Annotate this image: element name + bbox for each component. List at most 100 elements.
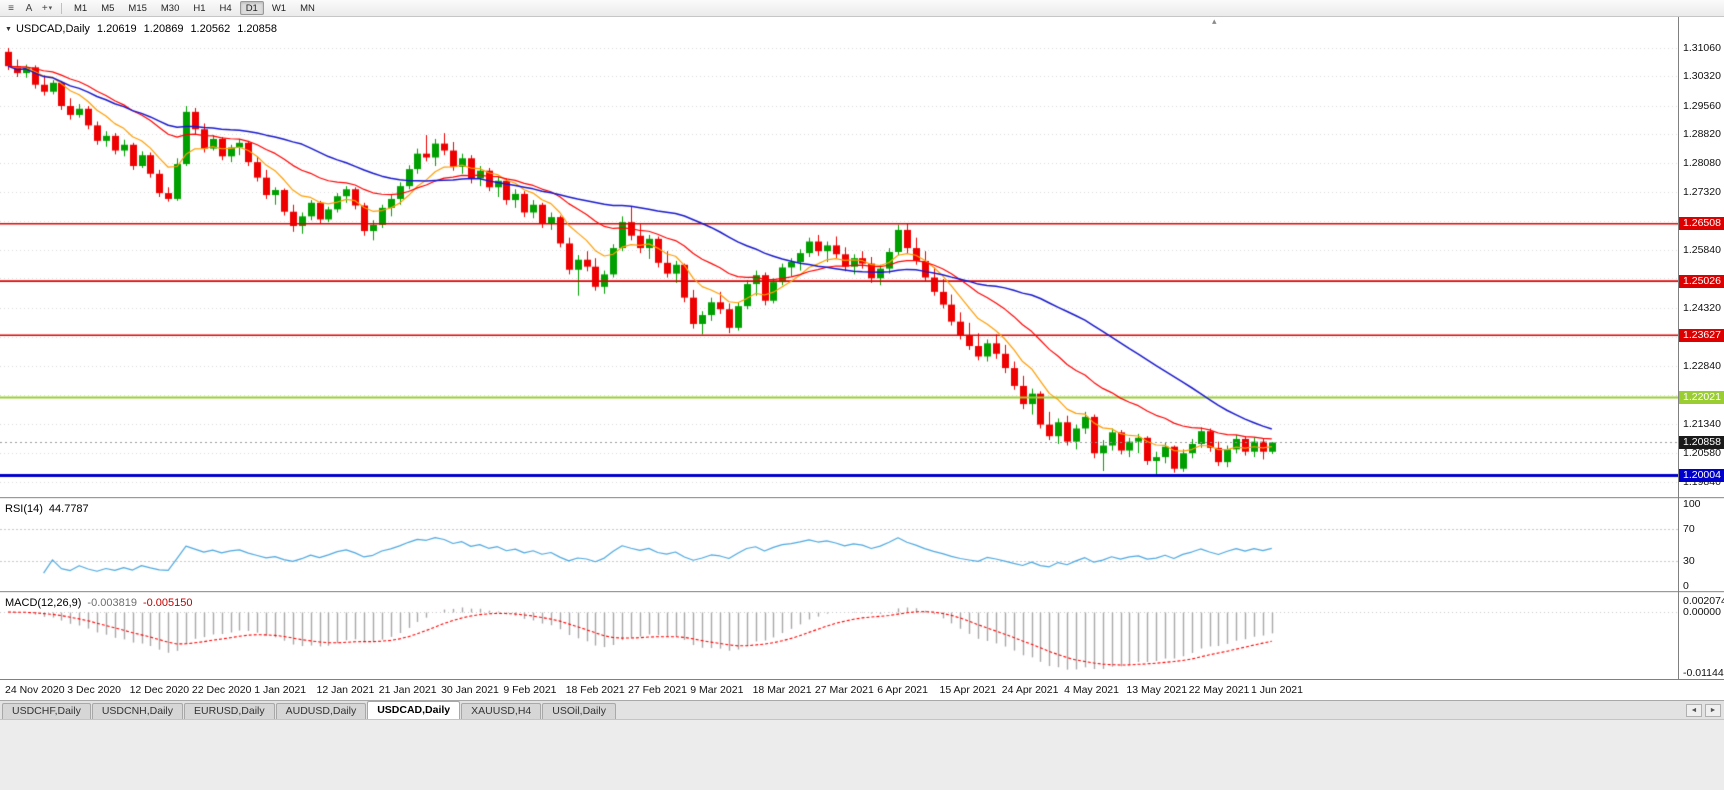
time-axis[interactable]: 24 Nov 2020 3 Dec 2020 12 Dec 2020 22 Dec 2… bbox=[0, 680, 1724, 700]
macd-canvas[interactable] bbox=[0, 593, 1678, 679]
price-axis-label: 1.22840 bbox=[1683, 359, 1721, 372]
tab-scroll-controls: ◄ ► bbox=[1686, 704, 1721, 717]
chart-tabbar-tabs: USDCHF,Daily USDCNH,Daily EURUSD,Daily AUDU… bbox=[2, 701, 617, 719]
chart-tab-usdcad-daily[interactable]: USDCAD,Daily bbox=[367, 701, 461, 719]
tab-scroll-right-button[interactable]: ► bbox=[1705, 704, 1721, 717]
timeframe-m1-button[interactable]: M1 bbox=[74, 3, 88, 14]
bottom-filler bbox=[0, 719, 1724, 790]
price-axis-label: 1.24320 bbox=[1683, 302, 1721, 315]
panel-splitter[interactable] bbox=[0, 497, 1724, 499]
macd-signal-value: -0.005150 bbox=[142, 597, 193, 609]
menu-icon[interactable]: ≡ bbox=[8, 2, 14, 14]
panel-splitter[interactable] bbox=[0, 591, 1724, 593]
rsi-canvas[interactable] bbox=[0, 499, 1678, 591]
chevron-down-icon: ▾ bbox=[48, 5, 53, 12]
time-axis-label: 18 Mar 2021 bbox=[752, 684, 812, 696]
price-axis-label: 1.20580 bbox=[1683, 447, 1721, 460]
timeframe-h4-button[interactable]: H4 bbox=[219, 3, 232, 14]
rsi-value: 44.7787 bbox=[48, 503, 89, 515]
rsi-label: RSI(14) 44.7787 bbox=[5, 503, 89, 515]
price-axis-label: 1.29560 bbox=[1683, 99, 1721, 112]
price-level-badge: 1.26508 bbox=[1679, 217, 1724, 231]
ohlc-open: 1.20619 bbox=[96, 23, 137, 35]
macd-axis-label: -0.011446 bbox=[1683, 667, 1724, 679]
ohlc-close: 1.20858 bbox=[237, 23, 277, 35]
timeframe-m30-button[interactable]: M30 bbox=[160, 3, 180, 14]
macd-panel: MACD(12,26,9) -0.003819 -0.005150 0.002074… bbox=[0, 593, 1724, 679]
time-axis-label: 6 Apr 2021 bbox=[877, 684, 928, 696]
top-toolbar: ≡ A + ▾ M1 M5 M15 M30 H1 H4 D1 W1 MN bbox=[0, 0, 1724, 17]
price-axis-label: 1.21340 bbox=[1683, 417, 1721, 430]
price-axis-label: 1.31060 bbox=[1683, 41, 1721, 54]
chart-title: USDCAD,Daily bbox=[15, 23, 90, 35]
price-axis-label: 1.28080 bbox=[1683, 156, 1721, 169]
chart-tabbar: USDCHF,Daily USDCNH,Daily EURUSD,Daily AUDU… bbox=[0, 700, 1724, 719]
macd-label: MACD(12,26,9) -0.003819 -0.005150 bbox=[5, 597, 193, 609]
macd-main-value: -0.003819 bbox=[87, 597, 137, 609]
main-chart-canvas[interactable] bbox=[0, 17, 1678, 497]
time-axis-label: 27 Mar 2021 bbox=[814, 684, 874, 696]
time-axis-label: 22 May 2021 bbox=[1188, 684, 1250, 696]
chart-shift-marker[interactable]: ▴ bbox=[1212, 16, 1217, 26]
price-level-badge: 1.23627 bbox=[1679, 328, 1724, 342]
time-axis-label: 1 Jun 2021 bbox=[1251, 684, 1303, 696]
time-axis-label: 15 Apr 2021 bbox=[939, 684, 997, 696]
time-axis-label: 4 May 2021 bbox=[1064, 684, 1119, 696]
time-axis-label: 22 Dec 2020 bbox=[191, 684, 252, 696]
time-axis-label: 27 Feb 2021 bbox=[628, 684, 687, 696]
time-axis-label: 1 Jan 2021 bbox=[254, 684, 307, 696]
rsi-axis-label: 30 bbox=[1683, 555, 1695, 568]
ohlc-high: 1.20869 bbox=[143, 23, 184, 35]
time-axis-label: 18 Feb 2021 bbox=[565, 684, 625, 696]
time-axis-label: 24 Apr 2021 bbox=[1001, 684, 1059, 696]
timeframe-mn-button[interactable]: MN bbox=[300, 3, 315, 14]
time-axis-label: 13 May 2021 bbox=[1126, 684, 1188, 696]
symbol-dropdown-icon[interactable]: ▼ bbox=[5, 26, 12, 33]
chart-tab-usdchf-daily[interactable]: USDCHF,Daily bbox=[2, 703, 91, 719]
text-tool-icon[interactable]: A bbox=[25, 2, 33, 14]
macd-axis-label: 0.00000 bbox=[1683, 606, 1721, 619]
macd-name: MACD(12,26,9) bbox=[5, 597, 82, 609]
chart-tab-eurusd-daily[interactable]: EURUSD,Daily bbox=[184, 703, 275, 719]
time-axis-label: 12 Jan 2021 bbox=[316, 684, 375, 696]
price-level-badge: 1.20004 bbox=[1679, 469, 1724, 483]
price-level-badge: 1.20858 bbox=[1679, 435, 1724, 449]
time-axis-label: 21 Jan 2021 bbox=[378, 684, 437, 696]
chart-window: ▼ USDCAD,Daily 1.20619 1.20869 1.20562 1.2085… bbox=[0, 17, 1724, 700]
time-axis-label: 9 Mar 2021 bbox=[690, 684, 744, 696]
time-axis-label: 12 Dec 2020 bbox=[129, 684, 190, 696]
price-level-badge: 1.25026 bbox=[1679, 274, 1724, 288]
timeframe-w1-button[interactable]: W1 bbox=[271, 3, 287, 14]
price-axis-label: 1.28820 bbox=[1683, 128, 1721, 141]
timeframe-m15-button[interactable]: M15 bbox=[128, 3, 147, 14]
timeframe-m5-button[interactable]: M5 bbox=[101, 3, 115, 14]
rsi-name: RSI(14) bbox=[5, 503, 43, 515]
crosshair-tool-button[interactable]: + ▾ bbox=[39, 1, 55, 16]
timeframe-d1-button[interactable]: D1 bbox=[239, 1, 264, 15]
timeframe-h1-button[interactable]: H1 bbox=[193, 3, 206, 14]
timeframe-toolbar: M1 M5 M15 M30 H1 H4 D1 W1 MN bbox=[67, 1, 322, 15]
toolbar-separator bbox=[61, 2, 62, 14]
time-axis-label: 3 Dec 2020 bbox=[67, 684, 122, 696]
rsi-axis-label: 0 bbox=[1683, 580, 1689, 592]
chart-tab-audusd-daily[interactable]: AUDUSD,Daily bbox=[275, 703, 367, 719]
chart-header: ▼ USDCAD,Daily 1.20619 1.20869 1.20562 1.2085… bbox=[5, 23, 277, 35]
chart-tab-usoil-daily[interactable]: USOil,Daily bbox=[542, 703, 616, 719]
price-axis-border bbox=[1678, 17, 1679, 680]
rsi-panel: RSI(14) 44.7787 100 70 30 0 bbox=[0, 498, 1724, 592]
rsi-axis-label: 100 bbox=[1683, 498, 1701, 510]
time-axis-border bbox=[0, 679, 1724, 680]
rsi-axis-label: 70 bbox=[1683, 522, 1695, 535]
chart-tab-usdcnh-daily[interactable]: USDCNH,Daily bbox=[91, 703, 184, 719]
price-axis-label: 1.30320 bbox=[1683, 70, 1721, 83]
crosshair-icon: + bbox=[41, 2, 48, 14]
price-panel: ▼ USDCAD,Daily 1.20619 1.20869 1.20562 1.2085… bbox=[0, 17, 1724, 497]
time-axis-label: 30 Jan 2021 bbox=[441, 684, 499, 696]
time-axis-label: 24 Nov 2020 bbox=[5, 684, 65, 696]
ohlc-low: 1.20562 bbox=[190, 23, 231, 35]
tab-scroll-left-button[interactable]: ◄ bbox=[1686, 704, 1702, 717]
price-axis-label: 1.25840 bbox=[1683, 243, 1721, 256]
chart-tab-xauusd-h4[interactable]: XAUUSD,H4 bbox=[461, 703, 542, 719]
macd-axis-label: 0.002074 bbox=[1683, 595, 1724, 607]
